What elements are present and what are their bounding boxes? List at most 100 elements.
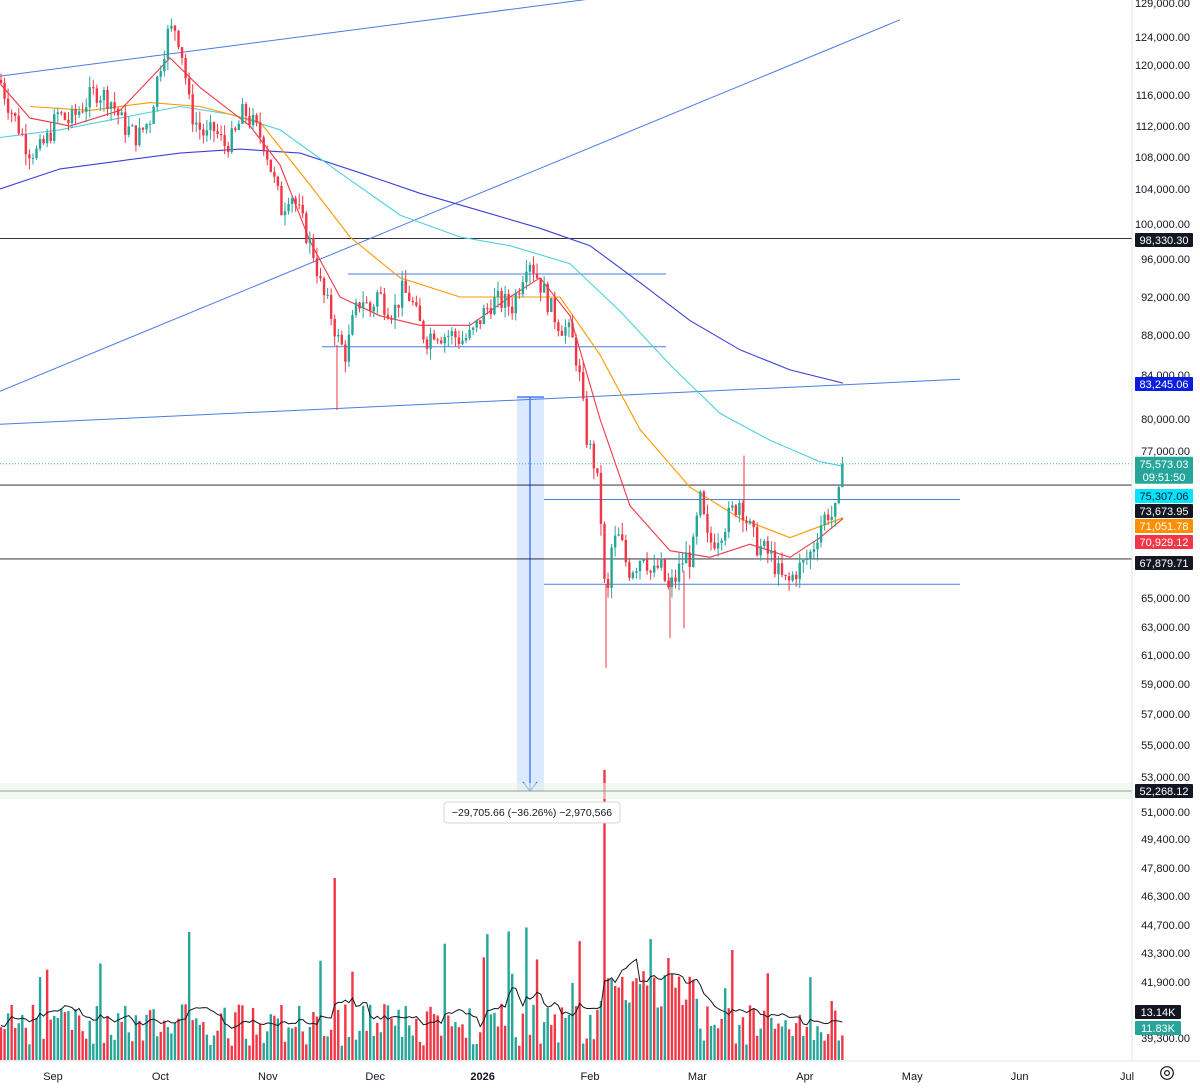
candle-body (667, 580, 670, 588)
candle-body (390, 318, 393, 320)
volume-bar (273, 1015, 276, 1060)
candle-body (521, 282, 525, 295)
volume-bar (457, 1027, 461, 1060)
candle-body (141, 127, 145, 130)
volume-bar (216, 1030, 219, 1060)
volume-bar (287, 1027, 290, 1060)
candle-body (287, 204, 290, 212)
candle-body (489, 308, 493, 315)
candle-body (17, 115, 20, 134)
volume-tag: 13.14K (1141, 1007, 1177, 1019)
candle-body (585, 398, 588, 445)
volume-bar (770, 1017, 773, 1060)
volume-bar (464, 1037, 468, 1060)
volume-bar (713, 1024, 716, 1060)
candle-body (475, 320, 478, 328)
volume-bar (535, 959, 539, 1060)
volume-bar (684, 999, 688, 1060)
price-tick-label: 112,000.00 (1136, 121, 1190, 133)
candle-body (244, 104, 248, 116)
candle-body (138, 127, 141, 146)
candle-body (376, 292, 379, 307)
candle-body (724, 531, 727, 541)
volume-bar (109, 1034, 113, 1060)
volume-bar (290, 1028, 294, 1060)
price-tick-label: 55,000.00 (1141, 740, 1190, 752)
volume-bar (695, 998, 698, 1060)
volume-bar (49, 1019, 52, 1060)
volume-bar (795, 1023, 798, 1060)
volume-bar (358, 1030, 361, 1060)
candle-body (823, 514, 826, 526)
candle-body (681, 563, 684, 565)
volume-bar (667, 958, 670, 1060)
candle-body (258, 122, 262, 138)
volume-bar (564, 1018, 567, 1060)
volume-bar (699, 1028, 702, 1060)
time-tick-label: Jun (1011, 1071, 1029, 1083)
volume-bar (152, 1009, 155, 1060)
candle-body (802, 560, 805, 563)
trend-line (0, 378, 961, 425)
volume-tag-bg (1135, 1005, 1181, 1019)
candle-body (514, 293, 517, 314)
volume-bar (205, 1034, 209, 1060)
volume-bar (241, 1005, 244, 1060)
candle-body (81, 111, 84, 113)
candles (0, 18, 844, 668)
volume-bar (496, 1026, 500, 1060)
candle-body (216, 131, 219, 135)
candle-body (727, 507, 730, 532)
volume-bar (81, 1031, 84, 1060)
volume-bar (834, 1010, 837, 1060)
volume-bar (319, 960, 322, 1060)
volume-bar (31, 1004, 35, 1060)
candle-body (642, 559, 645, 562)
time-tick-label: Feb (581, 1071, 600, 1083)
price-tick-label: 51,000.00 (1141, 807, 1190, 819)
ma-purple-line (0, 148, 844, 384)
candle-body (436, 339, 439, 341)
volume-bar (131, 1041, 134, 1060)
candle-body (106, 89, 109, 110)
candle-body (148, 123, 152, 125)
candle-body (468, 329, 471, 338)
volume-bar (443, 943, 446, 1060)
price-tag: 73,673.95 (1140, 506, 1189, 518)
candle-body (795, 574, 798, 580)
candle-body (361, 302, 365, 309)
candle-body (432, 333, 436, 340)
volume-bar (170, 1033, 173, 1060)
price-tick-label: 100,000.00 (1135, 219, 1190, 231)
volume-bar (557, 1042, 560, 1060)
candle-body (720, 540, 723, 544)
volume-bar (255, 1034, 258, 1060)
candle-body (645, 559, 649, 571)
price-tick-label: 39,300.00 (1141, 1033, 1190, 1045)
candle-body (131, 125, 134, 127)
candle-body (198, 122, 201, 130)
volume-bar (677, 976, 681, 1060)
volume-bar (454, 1022, 457, 1060)
time-tick-label: Apr (796, 1071, 813, 1083)
volume-bar (42, 1038, 45, 1060)
volume-bar (447, 1015, 450, 1060)
volume-bar (830, 1000, 833, 1060)
candle-body (763, 540, 766, 547)
candle-body (294, 198, 297, 205)
volume-bar (624, 999, 627, 1060)
volume-bar (724, 988, 727, 1060)
candle-body (564, 327, 567, 336)
price-tick-label: 44,700.00 (1141, 920, 1190, 932)
candle-body (77, 111, 81, 115)
price-tick-label: 104,000.00 (1135, 184, 1190, 196)
candle-body (337, 334, 340, 337)
volume-bar (660, 1006, 663, 1060)
candle-body (14, 113, 17, 116)
chart-settings-button[interactable] (1156, 1062, 1178, 1084)
volume-average-line (0, 958, 843, 1029)
candle-body (450, 331, 454, 336)
candle-body (418, 305, 422, 322)
candle-body (273, 171, 276, 177)
